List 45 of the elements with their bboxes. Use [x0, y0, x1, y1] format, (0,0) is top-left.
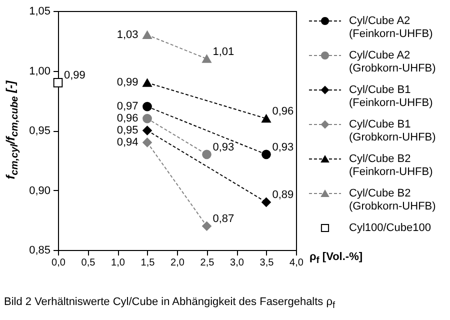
point [262, 150, 271, 160]
point [202, 150, 212, 160]
point [142, 114, 152, 124]
y-tick-label: 1,00 [29, 65, 50, 78]
legend-label: Cyl/Cube B1 (Feinkorn-UHFB) [349, 84, 433, 109]
point [262, 198, 271, 207]
legend-label: Cyl/Cube A2 (Feinkorn-UHFB) [349, 15, 433, 40]
x-tick-label: 0,5 [81, 258, 96, 268]
point [53, 78, 63, 88]
data-label: 0,89 [272, 189, 294, 202]
point [142, 138, 152, 148]
x-tick-label: 1,5 [140, 258, 156, 268]
data-label: 0,93 [272, 141, 294, 154]
data-label: 0,99 [116, 76, 138, 89]
data-label: 0,96 [272, 106, 294, 118]
x-tick-label: 4,0 [290, 258, 304, 268]
legend-label: Cyl/Cube B2 (Feinkorn-UHFB) [349, 153, 433, 178]
x-tick-label: 1,0 [111, 258, 126, 268]
data-label: 0,95 [116, 124, 138, 136]
legend-label: Cyl/Cube B2 (Grobkorn-UHFB) [349, 188, 436, 212]
legend-label: Cyl/Cube A2 (Grobkorn-UHFB) [349, 50, 436, 74]
data-label: 0,96 [116, 112, 138, 125]
point [142, 102, 152, 112]
y-tick-label: 0,85 [29, 244, 50, 256]
text: Bild 2 Verhältniswerte Cyl/Cube in Abhängigkeit des Fasergehalts ρ$_{f}$ [4, 296, 336, 310]
data-label: 0,87 [212, 213, 234, 226]
x-axis-title: ρ$_{f}$ [Vol.-%] [308, 251, 364, 266]
x-tick-label: 2,0 [170, 258, 185, 268]
legend-label: Cyl100/Cube100 [349, 222, 431, 234]
y-tick-label: 0,95 [29, 125, 50, 137]
point [202, 221, 212, 231]
y-tick-label: 1,05 [29, 6, 50, 18]
point [142, 126, 152, 136]
y-tick-label: 0,90 [29, 184, 50, 197]
legend-label: Cyl/Cube B1 (Grobkorn-UHFB) [349, 118, 436, 144]
x-tick-label: 0,0 [52, 258, 66, 268]
data-label: 0,94 [116, 136, 138, 148]
data-label: 0,99 [64, 70, 86, 82]
x-tick-label: 3,0 [230, 258, 244, 268]
data-label: 0,97 [116, 100, 138, 113]
data-label: 1,03 [116, 28, 138, 41]
x-tick-label: 3,5 [260, 258, 274, 268]
data-label: 1,01 [212, 46, 234, 58]
data-label: 0,93 [212, 141, 234, 154]
x-tick-label: 2,5 [200, 258, 215, 268]
